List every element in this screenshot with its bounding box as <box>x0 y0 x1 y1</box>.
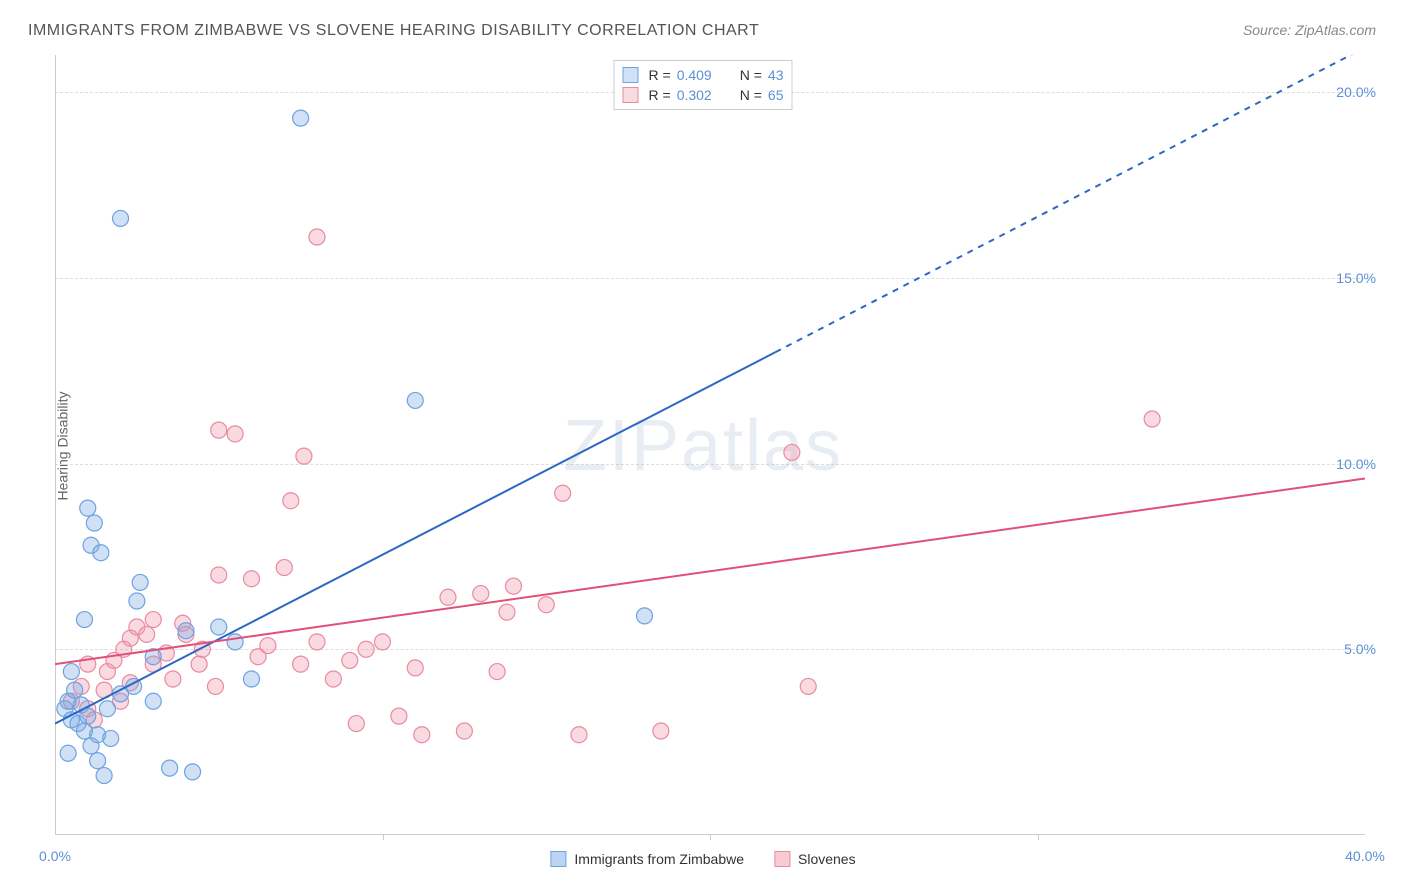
scatter-point <box>555 485 571 501</box>
scatter-point <box>309 229 325 245</box>
scatter-point <box>227 426 243 442</box>
scatter-point <box>191 656 207 672</box>
legend-row-series2: R = 0.302 N = 65 <box>623 85 784 105</box>
scatter-point <box>506 578 522 594</box>
scatter-point <box>76 612 92 628</box>
scatter-point <box>348 716 364 732</box>
scatter-point <box>800 678 816 694</box>
source-attribution: Source: ZipAtlas.com <box>1243 22 1376 38</box>
scatter-point <box>342 652 358 668</box>
scatter-point <box>407 660 423 676</box>
scatter-point <box>1144 411 1160 427</box>
scatter-point <box>67 682 83 698</box>
scatter-point <box>375 634 391 650</box>
scatter-point <box>113 210 129 226</box>
legend-n-value-2: 65 <box>768 87 784 103</box>
scatter-point <box>244 571 260 587</box>
legend-row-series1: R = 0.409 N = 43 <box>623 65 784 85</box>
scatter-point <box>637 608 653 624</box>
scatter-point <box>571 727 587 743</box>
legend-r-label: R = <box>649 67 671 83</box>
scatter-point <box>145 693 161 709</box>
scatter-point <box>103 730 119 746</box>
legend-swatch-series1 <box>623 67 639 83</box>
legend-swatch-bottom-2 <box>774 851 790 867</box>
legend-swatch-series2 <box>623 87 639 103</box>
scatter-point <box>260 638 276 654</box>
scatter-point <box>276 560 292 576</box>
scatter-point <box>93 545 109 561</box>
legend-swatch-bottom-1 <box>550 851 566 867</box>
scatter-point <box>407 392 423 408</box>
x-tick-label: 0.0% <box>39 848 71 864</box>
scatter-point <box>139 626 155 642</box>
x-tick-label: 40.0% <box>1345 848 1385 864</box>
legend-n-label: N = <box>740 87 762 103</box>
scatter-point <box>90 753 106 769</box>
scatter-point <box>80 500 96 516</box>
legend-r-label: R = <box>649 87 671 103</box>
scatter-point <box>489 664 505 680</box>
scatter-point <box>499 604 515 620</box>
scatter-point <box>99 701 115 717</box>
scatter-point <box>414 727 430 743</box>
legend-n-label: N = <box>740 67 762 83</box>
scatter-point <box>211 422 227 438</box>
scatter-point <box>165 671 181 687</box>
scatter-point <box>244 671 260 687</box>
scatter-point <box>391 708 407 724</box>
legend-item-series2: Slovenes <box>774 851 856 867</box>
scatter-point <box>325 671 341 687</box>
legend-correlation-box: R = 0.409 N = 43 R = 0.302 N = 65 <box>614 60 793 110</box>
legend-label-1: Immigrants from Zimbabwe <box>574 851 744 867</box>
legend-n-value-1: 43 <box>768 67 784 83</box>
scatter-point <box>185 764 201 780</box>
legend-series-box: Immigrants from Zimbabwe Slovenes <box>550 851 855 867</box>
chart-title: IMMIGRANTS FROM ZIMBABWE VS SLOVENE HEAR… <box>28 22 759 40</box>
scatter-point <box>145 612 161 628</box>
legend-label-2: Slovenes <box>798 851 856 867</box>
scatter-point <box>86 515 102 531</box>
scatter-point <box>178 623 194 639</box>
scatter-point <box>784 444 800 460</box>
trendline-dashed <box>776 55 1366 352</box>
scatter-point <box>211 567 227 583</box>
scatter-point <box>207 678 223 694</box>
legend-r-value-1: 0.409 <box>677 67 712 83</box>
scatter-point <box>440 589 456 605</box>
scatter-point <box>358 641 374 657</box>
scatter-point <box>60 745 76 761</box>
scatter-point <box>211 619 227 635</box>
scatter-point <box>293 656 309 672</box>
chart-container: IMMIGRANTS FROM ZIMBABWE VS SLOVENE HEAR… <box>0 0 1406 892</box>
legend-r-value-2: 0.302 <box>677 87 712 103</box>
scatter-point <box>296 448 312 464</box>
scatter-point <box>309 634 325 650</box>
scatter-point <box>653 723 669 739</box>
scatter-point <box>538 597 554 613</box>
legend-item-series1: Immigrants from Zimbabwe <box>550 851 744 867</box>
scatter-point <box>96 768 112 784</box>
scatter-point <box>456 723 472 739</box>
scatter-point <box>227 634 243 650</box>
scatter-point <box>63 664 79 680</box>
scatter-point <box>162 760 178 776</box>
scatter-point <box>473 586 489 602</box>
scatter-point <box>132 574 148 590</box>
scatter-point <box>129 593 145 609</box>
scatter-point <box>293 110 309 126</box>
plot-svg <box>55 55 1365 835</box>
scatter-point <box>283 493 299 509</box>
